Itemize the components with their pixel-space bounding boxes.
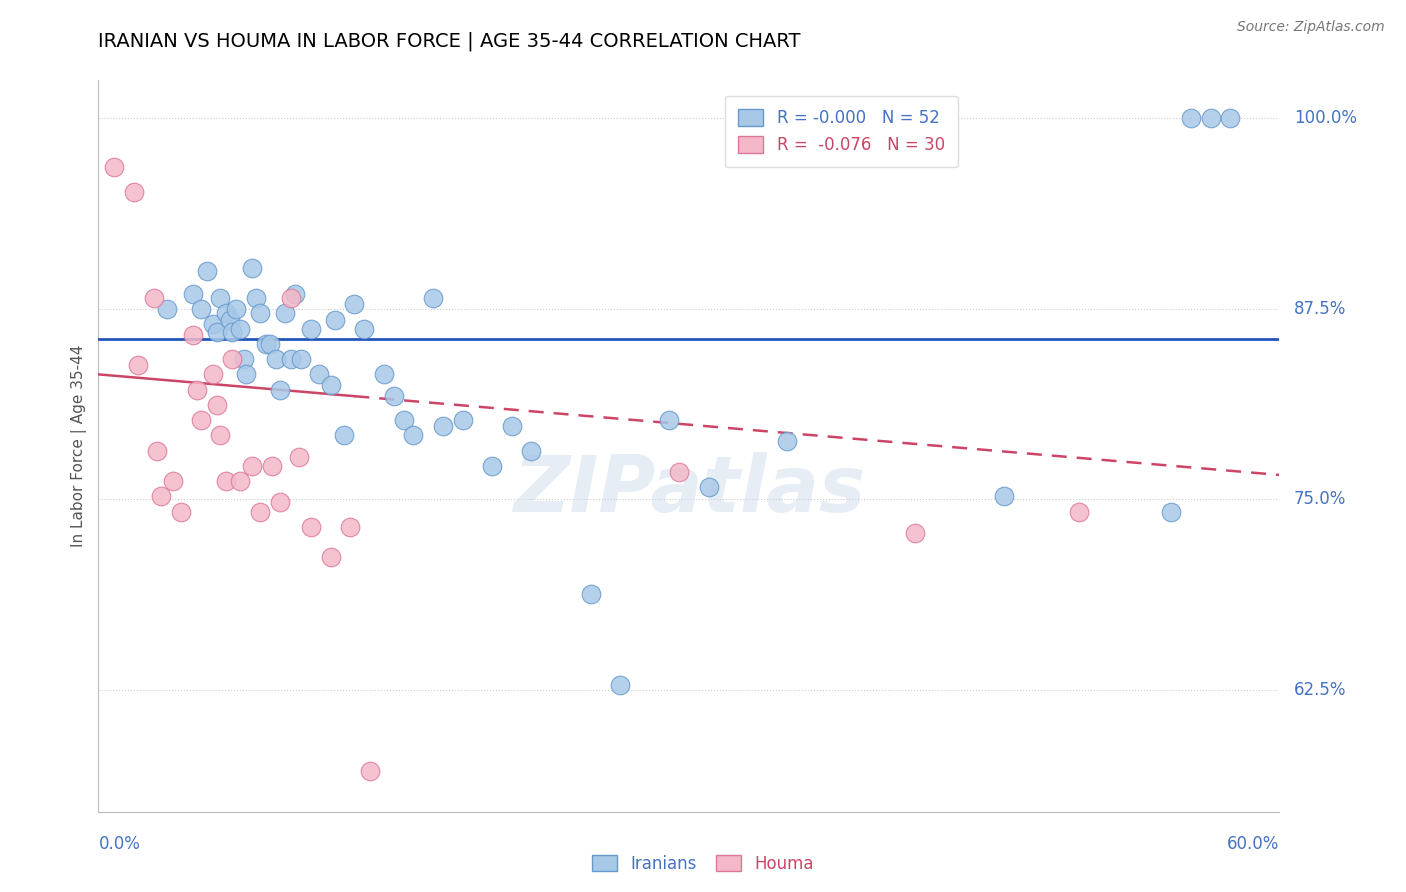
Point: [229, 321, 252, 335]
Point: [609, 678, 631, 692]
Point: [392, 413, 415, 427]
Point: [288, 450, 311, 464]
Point: [209, 428, 232, 442]
Point: [205, 325, 228, 339]
Point: [181, 286, 204, 301]
Point: [235, 368, 257, 382]
Point: [260, 458, 283, 473]
Point: [215, 306, 238, 320]
Text: 0.0%: 0.0%: [98, 835, 141, 853]
Point: [186, 383, 208, 397]
Point: [359, 764, 381, 778]
Point: [221, 352, 243, 367]
Point: [343, 297, 366, 311]
Point: [481, 458, 503, 473]
Point: [201, 368, 224, 382]
Point: [249, 504, 271, 518]
Point: [122, 185, 145, 199]
Point: [353, 321, 375, 335]
Point: [373, 368, 395, 382]
Point: [156, 301, 179, 316]
Point: [269, 495, 291, 509]
Legend: Iranians, Houma: Iranians, Houma: [585, 848, 821, 880]
Point: [501, 419, 523, 434]
Point: [697, 480, 720, 494]
Point: [209, 291, 232, 305]
Point: [402, 428, 425, 442]
Point: [451, 413, 474, 427]
Point: [382, 389, 405, 403]
Point: [103, 160, 125, 174]
Point: [249, 306, 271, 320]
Point: [1067, 504, 1090, 518]
Point: [776, 434, 799, 449]
Point: [142, 291, 165, 305]
Point: [339, 520, 361, 534]
Y-axis label: In Labor Force | Age 35-44: In Labor Force | Age 35-44: [72, 345, 87, 547]
Point: [284, 286, 307, 301]
Point: [127, 358, 149, 372]
Point: [221, 325, 243, 339]
Point: [190, 413, 212, 427]
Point: [299, 520, 322, 534]
Point: [170, 504, 193, 518]
Point: [150, 489, 173, 503]
Point: [146, 443, 169, 458]
Point: [269, 383, 291, 397]
Point: [181, 327, 204, 342]
Point: [162, 474, 184, 488]
Point: [1180, 112, 1202, 126]
Text: ZIPatlas: ZIPatlas: [513, 452, 865, 528]
Text: 100.0%: 100.0%: [1294, 110, 1357, 128]
Point: [333, 428, 356, 442]
Point: [422, 291, 444, 305]
Point: [245, 291, 267, 305]
Point: [201, 317, 224, 331]
Point: [240, 260, 263, 275]
Point: [319, 378, 342, 392]
Point: [215, 474, 238, 488]
Point: [308, 368, 330, 382]
Point: [993, 489, 1015, 503]
Point: [668, 465, 690, 479]
Text: 75.0%: 75.0%: [1294, 491, 1346, 508]
Point: [1160, 504, 1182, 518]
Point: [904, 525, 927, 540]
Point: [1219, 112, 1241, 126]
Legend: R = -0.000   N = 52, R =  -0.076   N = 30: R = -0.000 N = 52, R = -0.076 N = 30: [725, 96, 957, 168]
Point: [658, 413, 681, 427]
Point: [205, 398, 228, 412]
Text: IRANIAN VS HOUMA IN LABOR FORCE | AGE 35-44 CORRELATION CHART: IRANIAN VS HOUMA IN LABOR FORCE | AGE 35…: [98, 31, 801, 51]
Point: [190, 301, 212, 316]
Point: [520, 443, 543, 458]
Text: 62.5%: 62.5%: [1294, 681, 1346, 698]
Point: [259, 337, 281, 351]
Point: [299, 321, 322, 335]
Point: [323, 312, 346, 326]
Point: [225, 301, 247, 316]
Point: [432, 419, 454, 434]
Point: [264, 352, 287, 367]
Point: [240, 458, 263, 473]
Point: [219, 312, 242, 326]
Text: Source: ZipAtlas.com: Source: ZipAtlas.com: [1237, 20, 1385, 34]
Point: [290, 352, 312, 367]
Point: [229, 474, 252, 488]
Point: [579, 587, 602, 601]
Point: [254, 337, 277, 351]
Point: [274, 306, 297, 320]
Point: [233, 352, 256, 367]
Text: 87.5%: 87.5%: [1294, 300, 1346, 318]
Text: 60.0%: 60.0%: [1227, 835, 1279, 853]
Point: [280, 352, 302, 367]
Point: [280, 291, 302, 305]
Point: [195, 264, 218, 278]
Point: [319, 550, 342, 565]
Point: [1199, 112, 1222, 126]
